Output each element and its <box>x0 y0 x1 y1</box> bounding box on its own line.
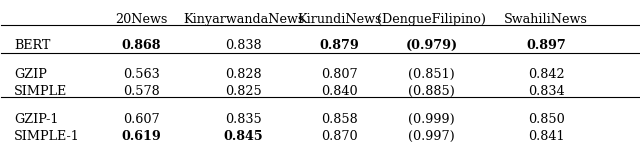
Text: (0.979): (0.979) <box>406 39 458 51</box>
Text: 0.807: 0.807 <box>321 68 357 81</box>
Text: SIMPLE-1: SIMPLE-1 <box>14 130 80 143</box>
Text: KirundiNews: KirundiNews <box>297 13 381 26</box>
Text: 0.842: 0.842 <box>528 68 564 81</box>
Text: 0.619: 0.619 <box>122 130 161 143</box>
Text: 0.841: 0.841 <box>528 130 564 143</box>
Text: 0.563: 0.563 <box>124 68 160 81</box>
Text: (0.999): (0.999) <box>408 113 455 126</box>
Text: (0.885): (0.885) <box>408 85 455 98</box>
Text: BERT: BERT <box>14 39 51 51</box>
Text: 0.840: 0.840 <box>321 85 357 98</box>
Text: 0.607: 0.607 <box>124 113 160 126</box>
Text: 0.835: 0.835 <box>225 113 262 126</box>
Text: 20News: 20News <box>115 13 168 26</box>
Text: 0.879: 0.879 <box>319 39 359 51</box>
Text: 0.870: 0.870 <box>321 130 357 143</box>
Text: SIMPLE: SIMPLE <box>14 85 67 98</box>
Text: 0.868: 0.868 <box>122 39 161 51</box>
Text: 0.845: 0.845 <box>224 130 263 143</box>
Text: 0.838: 0.838 <box>225 39 262 51</box>
Text: (0.851): (0.851) <box>408 68 455 81</box>
Text: KinyarwandaNews: KinyarwandaNews <box>183 13 304 26</box>
Text: 0.858: 0.858 <box>321 113 358 126</box>
Text: (DengueFilipino): (DengueFilipino) <box>377 13 486 26</box>
Text: 0.825: 0.825 <box>225 85 262 98</box>
Text: (0.997): (0.997) <box>408 130 455 143</box>
Text: 0.850: 0.850 <box>528 113 564 126</box>
Text: 0.834: 0.834 <box>528 85 564 98</box>
Text: 0.897: 0.897 <box>526 39 566 51</box>
Text: GZIP-1: GZIP-1 <box>14 113 58 126</box>
Text: GZIP: GZIP <box>14 68 47 81</box>
Text: 0.578: 0.578 <box>124 85 160 98</box>
Text: 0.828: 0.828 <box>225 68 262 81</box>
Text: SwahiliNews: SwahiliNews <box>504 13 588 26</box>
